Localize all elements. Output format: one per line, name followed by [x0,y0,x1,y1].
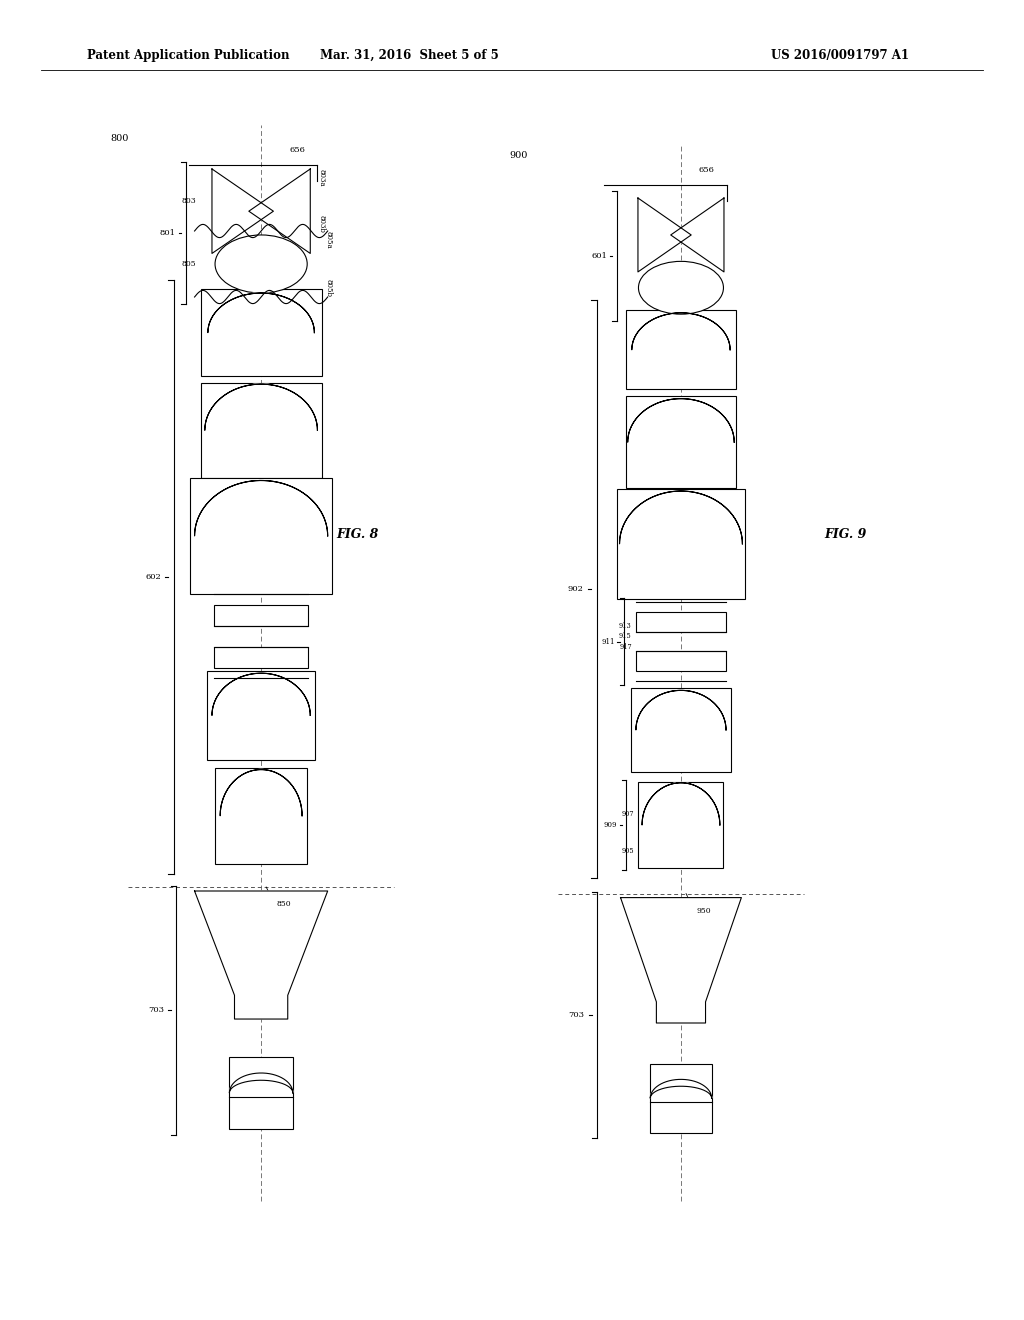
Bar [631,689,731,771]
Bar [636,652,726,671]
Text: 703: 703 [568,1011,585,1019]
Text: Patent Application Publication: Patent Application Publication [87,49,290,62]
Polygon shape [208,293,314,333]
Bar [229,1056,293,1130]
Text: 917: 917 [620,643,632,651]
Text: 913: 913 [620,622,632,630]
Text: 900: 900 [509,152,527,160]
Polygon shape [632,313,730,350]
Polygon shape [642,783,720,825]
Bar [214,647,308,668]
Bar [215,767,307,863]
Text: US 2016/0091797 A1: US 2016/0091797 A1 [771,49,908,62]
Text: Mar. 31, 2016  Sheet 5 of 5: Mar. 31, 2016 Sheet 5 of 5 [321,49,499,62]
Polygon shape [636,690,726,730]
Polygon shape [671,198,724,272]
Bar [616,490,745,599]
Polygon shape [195,891,328,1019]
Text: 800: 800 [111,135,129,143]
Text: FIG. 8: FIG. 8 [336,528,378,541]
Bar [190,478,332,594]
Text: 803a: 803a [317,169,326,187]
Text: 803b: 803b [317,215,326,234]
Bar [214,605,308,626]
Text: 905: 905 [622,847,634,855]
Polygon shape [621,898,741,1023]
Text: FIG. 9: FIG. 9 [824,528,866,541]
Polygon shape [212,169,273,253]
Ellipse shape [639,261,723,314]
Text: 915: 915 [620,632,632,640]
Text: 950: 950 [696,907,711,915]
Ellipse shape [215,235,307,293]
Polygon shape [249,169,310,253]
Text: 805a: 805a [325,231,333,249]
Polygon shape [220,770,302,816]
Text: 907: 907 [622,810,634,818]
Text: 801: 801 [159,228,175,238]
Polygon shape [229,1073,293,1093]
Text: 850: 850 [276,900,291,908]
Text: 805: 805 [182,260,197,268]
Bar [626,396,736,488]
Bar [650,1064,712,1133]
Bar [639,781,723,869]
Bar [201,289,322,376]
Text: 601: 601 [591,252,607,260]
Bar [626,310,736,389]
Polygon shape [650,1080,712,1098]
Text: 805b: 805b [325,279,333,297]
Text: 656: 656 [289,147,305,154]
Text: 656: 656 [698,166,715,174]
Bar [207,671,315,760]
Polygon shape [638,198,691,272]
Text: 703: 703 [147,1006,164,1014]
Polygon shape [205,384,317,430]
Text: 602: 602 [145,573,161,581]
Text: 911: 911 [602,638,615,645]
Polygon shape [195,480,328,536]
Bar [636,611,726,631]
Polygon shape [212,673,310,715]
Polygon shape [620,491,742,544]
Text: 803: 803 [182,197,197,205]
Polygon shape [628,399,734,442]
Text: 902: 902 [567,585,584,593]
Bar [201,383,322,478]
Text: 909: 909 [604,821,617,829]
